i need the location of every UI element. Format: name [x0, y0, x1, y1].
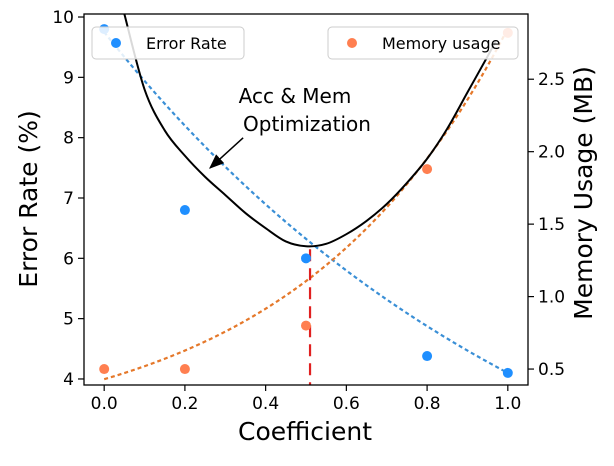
y-right-tick-label: 0.5 — [538, 360, 565, 380]
point-error-rate-2 — [301, 253, 311, 264]
axes: 0.0 0.2 0.4 0.6 0.8 1.0 4 5 6 7 8 9 10 0.5 1.0 1.5 2.0 2.… — [52, 8, 565, 414]
legend-left-box — [91, 26, 245, 60]
y-right-tick-label: 1.0 — [538, 288, 565, 308]
legend-error-rate-label: Error Rate — [146, 34, 227, 53]
y-left-tick-label: 5 — [63, 310, 74, 330]
point-memory-usage-0 — [99, 364, 110, 375]
point-memory-usage-1 — [179, 364, 190, 375]
y-right-tick-label: 1.5 — [538, 215, 565, 235]
y-right-tick-label: 2.0 — [538, 143, 565, 163]
legend-memory-usage-label: Memory usage — [382, 34, 500, 53]
trend-line-error-rate — [103, 31, 509, 374]
annotation-line-2: Optimization — [243, 112, 371, 136]
y-axis-left-label: Error Rate (%) — [14, 110, 43, 287]
x-axis-label: Coefficient — [238, 417, 372, 446]
plot-area — [99, 14, 513, 385]
annotation-line-1: Acc & Mem — [239, 84, 352, 108]
y-axis-right-label: Memory Usage (MB) — [569, 66, 598, 320]
legend-right-box — [327, 26, 519, 60]
annotation-arrow — [209, 137, 244, 169]
y-left-tick-label: 10 — [52, 8, 74, 28]
x-tick-label: 0.4 — [252, 394, 279, 414]
y-left-tick-label: 6 — [63, 249, 74, 269]
point-memory-usage-2 — [301, 320, 311, 331]
y-left-tick-label: 8 — [63, 129, 74, 149]
y-right-tick-label: 2.5 — [538, 70, 565, 90]
x-tick-label: 0.2 — [171, 394, 198, 414]
combined-optimization-curve — [123, 14, 497, 248]
y-left-tick-label: 7 — [63, 189, 74, 209]
x-tick-label: 0.8 — [414, 394, 441, 414]
legend-left: Error Rate — [91, 26, 245, 60]
point-error-rate-3 — [422, 351, 433, 362]
legend-memory-usage-marker — [347, 38, 357, 48]
x-tick-label: 0.0 — [91, 394, 118, 414]
legend-right: Memory usage — [327, 26, 519, 60]
x-tick-label: 1.0 — [494, 394, 521, 414]
y-left-tick-label: 4 — [63, 370, 74, 390]
legend-error-rate-marker — [111, 38, 121, 48]
point-error-rate-1 — [179, 205, 190, 216]
x-tick-label: 0.6 — [333, 394, 360, 414]
point-error-rate-4 — [502, 367, 513, 378]
y-left-tick-label: 9 — [63, 68, 74, 88]
point-memory-usage-3 — [422, 164, 433, 175]
plot-frame — [83, 13, 529, 386]
